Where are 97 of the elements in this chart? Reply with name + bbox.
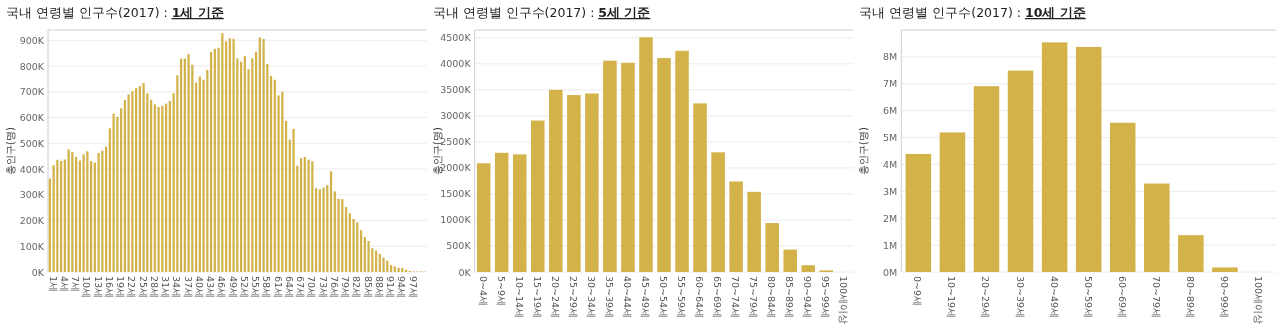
x-tick-label: 85세 — [363, 276, 375, 299]
x-tick-label: 60~69세 — [1117, 276, 1129, 319]
y-tick-label: 3M — [883, 185, 898, 197]
x-tick-label: 25~29세 — [568, 276, 580, 319]
x-tick-label: 7세 — [70, 276, 82, 293]
x-tick-label: 30~39세 — [1015, 276, 1027, 319]
y-tick-label: 900K — [19, 34, 45, 46]
x-tick-label: 22세 — [126, 276, 138, 299]
x-tick-label: 10~19세 — [946, 276, 958, 319]
y-tick-label: 0M — [883, 266, 898, 278]
x-tick-label: 46세 — [216, 276, 228, 299]
chart-title: 국내 연령별 인구수(2017) : 1세 기준 — [6, 5, 224, 20]
x-tick-label: 0~9세 — [912, 276, 924, 307]
y-tick-label: 200K — [19, 215, 45, 227]
y-tick-label: 4500K — [440, 32, 472, 44]
x-tick-label: 97세 — [408, 276, 420, 299]
x-tick-label: 10세 — [81, 276, 93, 299]
x-tick-label: 19세 — [115, 276, 127, 299]
x-tick-label: 25세 — [138, 276, 150, 299]
x-tick-label: 31세 — [160, 276, 172, 299]
y-tick-label: 1M — [883, 239, 898, 251]
chart-title: 국내 연령별 인구수(2017) : 10세 기준 — [859, 5, 1086, 20]
y-tick-label: 300K — [19, 189, 45, 201]
x-tick-label: 15~19세 — [532, 276, 544, 319]
y-tick-label: 4M — [883, 158, 898, 170]
x-tick-label: 50~59세 — [1083, 276, 1095, 319]
x-tick-label: 34세 — [171, 276, 183, 299]
x-tick-label: 73세 — [318, 276, 330, 299]
x-tick-label: 13세 — [93, 276, 105, 299]
y-tick-label: 2M — [883, 212, 898, 224]
y-tick-label: 4000K — [440, 58, 472, 70]
x-tick-label: 40~49세 — [1049, 276, 1061, 319]
x-tick-label: 85~89세 — [784, 276, 796, 319]
y-tick-label: 500K — [446, 240, 472, 252]
x-tick-label: 91세 — [385, 276, 397, 299]
x-tick-label: 0~4세 — [478, 276, 490, 307]
x-tick-label: 20~24세 — [550, 276, 562, 319]
x-tick-label: 75~79세 — [748, 276, 760, 319]
y-tick-label: 8M — [883, 51, 898, 63]
y-tick-label: 700K — [19, 86, 45, 98]
y-tick-label: 100K — [19, 240, 45, 252]
x-tick-label: 55~59세 — [676, 276, 688, 319]
x-tick-label: 100세이상 — [838, 276, 850, 325]
x-tick-label: 94세 — [396, 276, 408, 299]
x-tick-label: 52세 — [239, 276, 251, 299]
x-tick-label: 40~44세 — [622, 276, 634, 319]
y-tick-label: 5M — [883, 132, 898, 144]
x-tick-label: 10~14세 — [514, 276, 526, 319]
x-tick-label: 61세 — [273, 276, 285, 299]
x-tick-label: 79세 — [340, 276, 352, 299]
x-tick-label: 20~29세 — [980, 276, 992, 319]
x-tick-label: 49세 — [228, 276, 240, 299]
x-tick-label: 80~89세 — [1185, 276, 1197, 319]
y-tick-label: 400K — [19, 163, 45, 175]
x-tick-label: 58세 — [261, 276, 273, 299]
x-tick-label: 67세 — [295, 276, 307, 299]
x-tick-label: 82세 — [351, 276, 363, 299]
y-tick-label: 1000K — [440, 214, 472, 226]
x-tick-label: 95~99세 — [820, 276, 832, 319]
x-tick-label: 37세 — [183, 276, 195, 299]
x-tick-label: 70세 — [306, 276, 318, 299]
y-axis-title: 총인구(명) — [858, 127, 870, 175]
x-tick-label: 43세 — [205, 276, 217, 299]
y-tick-label: 3000K — [440, 110, 472, 122]
x-tick-label: 5~9세 — [496, 276, 508, 307]
x-tick-label: 1세 — [48, 276, 60, 293]
x-tick-label: 65~69세 — [712, 276, 724, 319]
y-tick-label: 600K — [19, 112, 45, 124]
y-tick-label: 7M — [883, 78, 898, 90]
y-tick-label: 0K — [31, 266, 45, 278]
x-tick-label: 45~49세 — [640, 276, 652, 319]
x-tick-label: 55세 — [250, 276, 262, 299]
x-tick-label: 28세 — [149, 276, 161, 299]
x-tick-label: 76세 — [329, 276, 341, 299]
x-tick-label: 88세 — [374, 276, 386, 299]
x-tick-label: 64세 — [284, 276, 296, 299]
x-tick-label: 50~54세 — [658, 276, 670, 319]
y-tick-label: 3500K — [440, 84, 472, 96]
x-tick-label: 90~94세 — [802, 276, 814, 319]
x-tick-label: 80~84세 — [766, 276, 778, 319]
x-tick-label: 90~99세 — [1219, 276, 1231, 319]
x-tick-label: 4세 — [59, 276, 71, 293]
x-tick-label: 70~74세 — [730, 276, 742, 319]
x-tick-label: 60~64세 — [694, 276, 706, 319]
y-tick-label: 0K — [458, 266, 472, 278]
x-tick-label: 100세이상 — [1253, 276, 1265, 325]
x-tick-label: 35~39세 — [604, 276, 616, 319]
chart-title: 국내 연령별 인구수(2017) : 5세 기준 — [432, 5, 651, 20]
y-tick-label: 500K — [19, 137, 45, 149]
x-tick-label: 16세 — [104, 276, 116, 299]
y-tick-label: 800K — [19, 60, 45, 72]
x-tick-label: 70~79세 — [1151, 276, 1163, 319]
y-tick-label: 6M — [883, 105, 898, 117]
y-axis-title: 총인구(명) — [5, 127, 16, 175]
x-tick-label: 40세 — [194, 276, 206, 299]
y-tick-label: 1500K — [440, 188, 472, 200]
x-tick-label: 30~34세 — [586, 276, 598, 319]
